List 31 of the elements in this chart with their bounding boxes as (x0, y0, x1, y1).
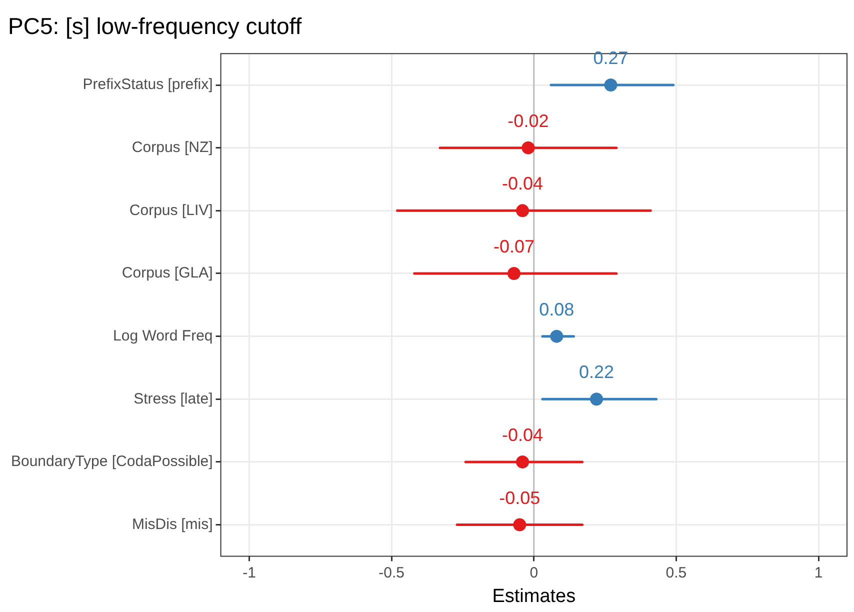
data-label: -0.05 (499, 488, 540, 508)
data-label: -0.02 (508, 110, 549, 131)
y-tick-label: BoundaryType [CodaPossible] (10, 453, 213, 470)
y-tick-label: Corpus [LIV] (129, 202, 213, 219)
point (513, 518, 526, 532)
x-tick-label: -1 (242, 564, 256, 582)
x-tick-label: 1 (814, 564, 823, 582)
point (522, 141, 535, 154)
point (516, 455, 530, 468)
point (604, 78, 618, 92)
y-tick-label: Stress [late] (134, 390, 213, 408)
y-tick-label: PrefixStatus [prefix] (82, 76, 213, 94)
point (590, 392, 604, 406)
data-label: 0.27 (593, 48, 628, 68)
chart-title: PC5: [s] low-frequency cutoff (8, 13, 302, 40)
data-label: -0.04 (502, 174, 544, 194)
data-label: -0.04 (502, 424, 544, 445)
x-tick-label: -0.5 (378, 564, 405, 582)
x-axis-title: Estimates (492, 586, 576, 607)
x-tick-label: 0.5 (666, 564, 687, 582)
y-tick-label: Corpus [GLA] (122, 264, 213, 282)
point (507, 266, 520, 280)
point (550, 330, 564, 343)
y-tick-label: Log Word Freq (113, 327, 213, 344)
data-label: -0.07 (493, 236, 534, 256)
y-tick-label: Corpus [NZ] (132, 138, 213, 156)
x-tick-label: 0 (530, 564, 538, 582)
data-label: 0.22 (578, 362, 614, 382)
data-label: 0.08 (539, 299, 574, 320)
point (516, 204, 530, 218)
y-tick-label: MisDis [mis] (132, 516, 213, 533)
